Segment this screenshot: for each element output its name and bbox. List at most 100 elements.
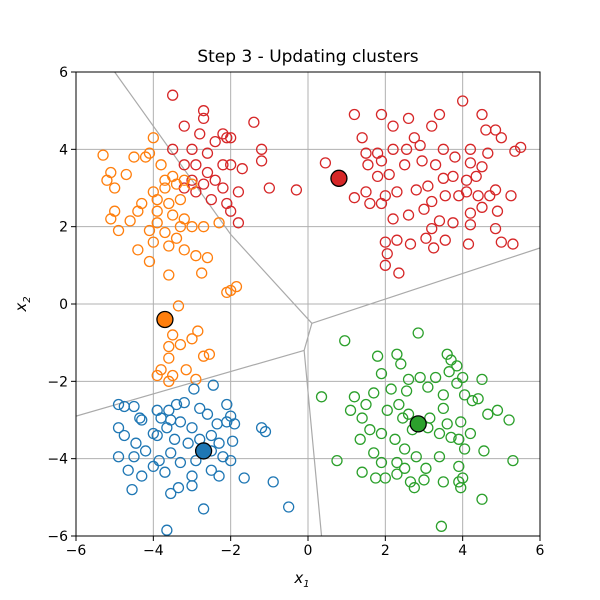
data-point-orange [128,151,140,163]
y-tick-label: 2 [59,220,68,236]
data-point-red [221,132,233,144]
data-point-orange [163,375,175,387]
data-point-orange [151,369,163,382]
data-point-green [391,456,403,469]
y-tick-label: 0 [59,297,68,313]
data-point-green [472,393,484,405]
y-tick-label: −2 [47,374,68,390]
data-point-red [225,205,237,217]
data-point-green [453,433,465,445]
data-point-red [426,195,438,208]
data-point-green [331,454,343,467]
data-point-orange [147,236,159,248]
data-point-green [441,418,453,430]
data-point-red [364,197,376,210]
data-point-red [418,203,430,215]
data-point-red [209,174,221,186]
data-point-blue [194,402,206,415]
data-point-blue [128,400,140,413]
x-tick-label: −4 [143,543,164,559]
data-point-green [507,454,519,467]
data-point-red [319,157,332,169]
data-point-green [399,443,411,455]
data-point-orange [132,244,144,256]
data-point-orange [230,280,243,293]
data-point-green [476,373,488,386]
data-point-orange [97,149,109,161]
data-point-blue [155,412,167,424]
data-point-orange [163,352,175,364]
data-point-red [236,163,248,175]
x-axis-label-subscript: 1 [303,579,309,590]
data-point-orange [178,244,190,256]
data-point-red [410,184,422,196]
data-point-blue [197,503,210,515]
data-point-red [178,120,190,132]
data-point-orange [174,338,187,351]
data-point-orange [139,151,152,163]
data-point-red [375,108,388,121]
data-point-orange [172,300,185,312]
data-point-blue [228,418,241,430]
x-tick-label: 2 [381,543,390,559]
cluster-boundary-line [114,72,313,324]
data-point-orange [132,205,144,217]
data-point-red [414,139,426,152]
data-point-green [433,427,446,440]
data-point-blue [207,379,219,391]
data-point-green [391,348,403,360]
data-point-red [201,147,214,159]
data-point-red [381,248,393,260]
data-point-green [404,476,417,488]
data-point-red [393,267,405,279]
centroid-orange [156,310,174,329]
x-tick-label: 4 [458,543,467,559]
data-point-blue [165,447,177,459]
data-point-red [186,174,198,186]
data-point-red [178,159,190,171]
data-point-green [379,472,391,484]
data-point-red [217,159,229,171]
data-point-red [515,141,527,154]
data-point-red [476,161,488,173]
data-point-orange [190,250,202,262]
data-point-orange [186,178,198,190]
data-point-red [439,234,451,246]
data-point-green [375,367,388,380]
data-point-red [232,217,245,229]
y-axis-label: x2 [12,296,33,312]
cluster-boundary-line [311,247,540,324]
data-point-orange [167,209,179,221]
data-point-red [375,155,388,167]
data-point-green [478,445,490,457]
data-point-orange [159,182,171,194]
data-point-red [248,116,260,128]
data-point-red [290,184,303,196]
data-point-orange [163,197,175,210]
data-point-orange [159,226,171,239]
data-point-blue [221,416,233,428]
data-point-red [402,209,415,221]
data-point-green [402,408,415,420]
data-point-orange [213,217,225,229]
data-point-blue [122,464,134,476]
data-point-orange [112,224,125,237]
data-point-green [441,348,453,360]
data-point-red [464,207,477,219]
data-point-green [458,389,471,401]
data-point-orange [167,329,179,341]
data-point-green [408,482,420,494]
data-point-orange [151,217,163,229]
x-axis-ticks: −6 −4 −2 0 2 4 6 [66,536,545,559]
data-point-green [381,404,393,416]
data-point-orange [170,232,183,244]
data-point-red [437,143,449,155]
data-point-green [429,371,442,384]
data-point-orange [167,369,179,382]
cluster-boundary-line [303,350,323,536]
data-point-red [470,170,482,183]
data-point-red [201,166,214,179]
data-point-blue [136,470,148,482]
data-point-green [385,383,397,395]
data-point-green [420,462,432,474]
